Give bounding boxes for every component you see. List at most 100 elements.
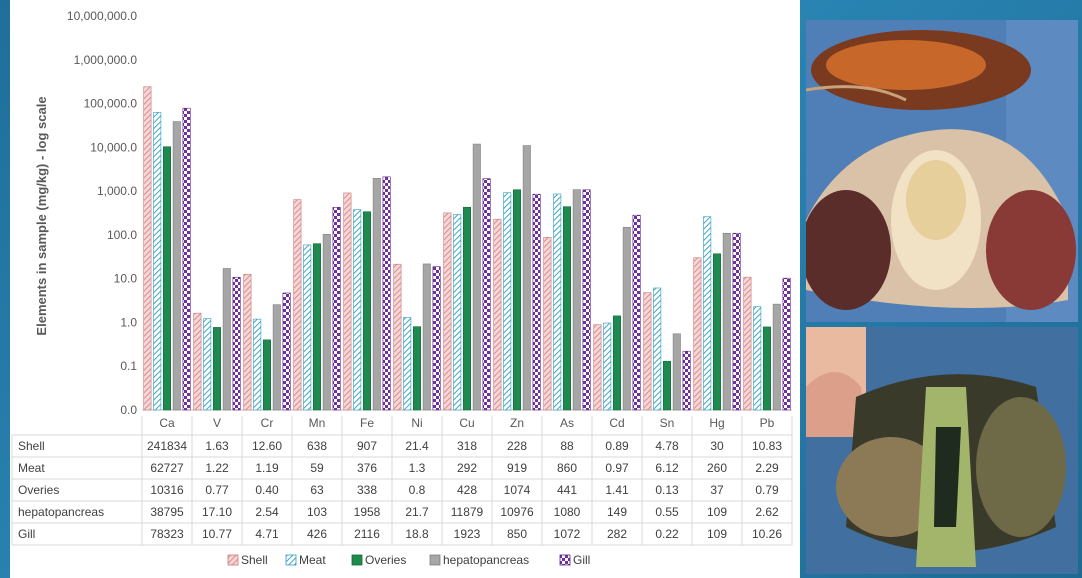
table-cell: 63	[310, 483, 324, 497]
bar-gill-fe	[382, 176, 391, 411]
bar-meat-ca	[153, 112, 162, 411]
legend-swatch-hepatopancreas	[429, 554, 441, 566]
bar-gill-v	[232, 276, 241, 411]
table-cell: 78323	[150, 527, 184, 541]
table-cell: 11879	[451, 505, 484, 519]
table-cell: 1074	[504, 483, 531, 497]
bar-overies-ca	[163, 146, 172, 411]
bar-overies-zn	[512, 189, 521, 411]
x-category-labels: Ca V Cr Mn Fe Ni Cu Zn As Cd Sn Hg Pb	[159, 416, 774, 430]
bars	[143, 86, 791, 411]
bar-hepatopancreas-as	[572, 189, 581, 411]
y-tick-label: 0.0	[120, 403, 137, 417]
bar-hepatopancreas-zn	[522, 145, 531, 411]
photo-lobster-gill	[806, 327, 1078, 574]
bar-overies-sn	[662, 360, 671, 411]
legend-label: Gill	[573, 553, 590, 567]
legend-swatch-overies	[351, 554, 363, 566]
legend-swatch-meat	[285, 554, 297, 566]
bar-shell-pb	[743, 276, 752, 411]
photos	[806, 14, 1078, 574]
table-cell: 1.41	[605, 483, 629, 497]
table-cell: 10.26	[752, 527, 782, 541]
x-tick-label: Ni	[411, 416, 422, 430]
legend-swatch-shell	[227, 554, 239, 566]
bar-hepatopancreas-ca	[172, 121, 181, 411]
table-cell: 0.89	[605, 439, 629, 453]
table-cell: 10.83	[752, 439, 782, 453]
bar-shell-cu	[443, 212, 452, 411]
table-cell: 21.4	[405, 439, 429, 453]
legend-label: Shell	[241, 553, 268, 567]
x-tick-label: Pb	[760, 416, 775, 430]
table-cell: 282	[607, 527, 627, 541]
table-cell: 907	[357, 439, 377, 453]
bar-hepatopancreas-cr	[272, 304, 281, 411]
legend-swatch-gill	[559, 554, 571, 566]
bar-meat-pb	[753, 306, 762, 411]
table-cell: 292	[457, 461, 477, 475]
table-row-label: Shell	[18, 439, 45, 453]
table-cell: 2.62	[755, 505, 779, 519]
table-cell: 228	[507, 439, 527, 453]
chart-panel: Elements in sample (mg/kg) - log scale 1…	[10, 0, 800, 578]
table-row-label: Gill	[18, 527, 35, 541]
table-cell: 2116	[354, 527, 380, 541]
table-row-label: Meat	[18, 461, 45, 475]
bar-gill-zn	[532, 193, 541, 411]
table-cell: 17.10	[202, 505, 232, 519]
bar-hepatopancreas-pb	[772, 303, 781, 411]
x-tick-label: Cd	[609, 416, 624, 430]
x-tick-label: Cu	[459, 416, 474, 430]
x-tick-label: Ca	[159, 416, 175, 430]
y-tick-label: 10.0	[114, 272, 138, 286]
bar-meat-hg	[703, 216, 712, 411]
y-tick-label: 100.0	[107, 228, 137, 242]
table-cell: 109	[707, 527, 727, 541]
bar-meat-cr	[253, 318, 262, 411]
legend-label: Meat	[299, 553, 326, 567]
table-cell: 428	[457, 483, 477, 497]
table-cell: 1958	[354, 505, 381, 519]
bar-gill-mn	[332, 207, 341, 411]
y-tick-labels: 10,000,000.0 1,000,000.0 100,000.0 10,000.0…	[67, 9, 137, 417]
table-cell: 0.55	[655, 505, 679, 519]
bar-meat-sn	[653, 287, 662, 411]
table-cell: 919	[507, 461, 527, 475]
table-cell: 1.19	[255, 461, 279, 475]
table-row-label: Overies	[18, 483, 59, 497]
table-cell: 1923	[454, 527, 481, 541]
bar-meat-fe	[353, 209, 362, 411]
table-cell: 59	[310, 461, 324, 475]
x-tick-label: Cr	[261, 416, 274, 430]
bar-hepatopancreas-cu	[472, 143, 481, 411]
bar-shell-ca	[143, 86, 152, 411]
x-tick-label: Sn	[660, 416, 675, 430]
table-cell: 0.13	[655, 483, 679, 497]
x-tick-label: V	[213, 416, 221, 430]
table-cell: 37	[710, 483, 724, 497]
bar-hepatopancreas-hg	[722, 232, 731, 411]
y-tick-label: 1,000,000.0	[74, 53, 138, 67]
bar-hepatopancreas-mn	[322, 234, 331, 411]
table-cell: 30	[710, 439, 724, 453]
bar-gill-pb	[782, 277, 791, 411]
table-cell: 109	[707, 505, 727, 519]
bar-meat-cu	[453, 214, 462, 411]
x-tick-label: Fe	[360, 416, 374, 430]
table-cell: 10316	[150, 483, 184, 497]
table-cell: 4.71	[255, 527, 279, 541]
table-cell: 441	[557, 483, 577, 497]
bar-meat-zn	[503, 192, 512, 411]
table-cell: 38795	[150, 505, 184, 519]
bar-gill-sn	[682, 350, 691, 411]
table-cell: 88	[560, 439, 574, 453]
bar-overies-cr	[263, 339, 272, 411]
legend: Shell Meat Overies hepatopancreas Gill	[227, 553, 590, 567]
bar-overies-cu	[462, 206, 471, 411]
bar-meat-ni	[403, 317, 412, 411]
bar-hepatopancreas-fe	[372, 178, 381, 411]
table-cell: 2.54	[255, 505, 279, 519]
bar-meat-cd	[603, 322, 612, 411]
table-cell: 62727	[150, 461, 184, 475]
